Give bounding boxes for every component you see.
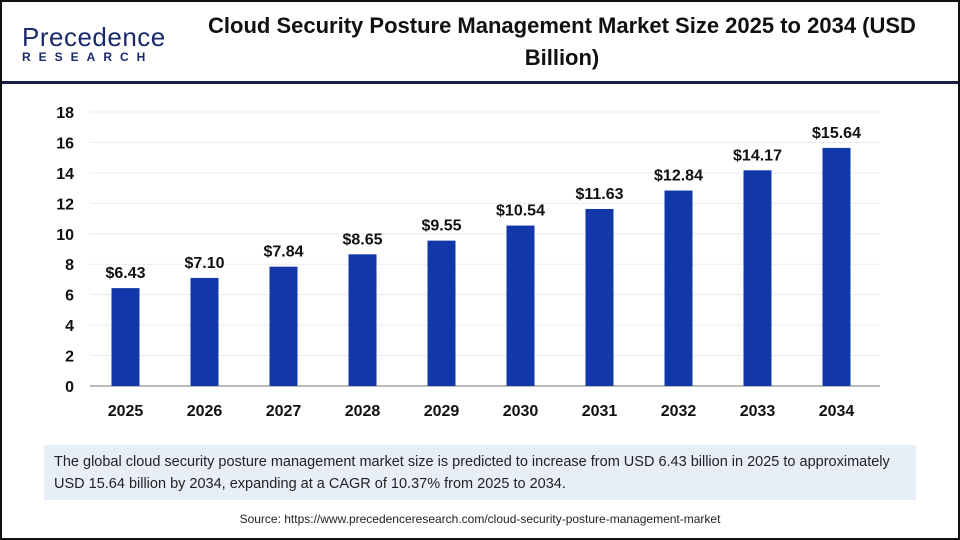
data-label-2034: $15.64 [812,125,861,142]
x-tick-label: 2032 [661,403,697,420]
summary-note: The global cloud security posture manage… [44,445,916,500]
y-tick-label: 8 [65,257,74,274]
x-tick-label: 2025 [108,403,144,420]
data-label-2032: $12.84 [654,168,703,185]
x-tick-label: 2031 [582,403,618,420]
precedence-research-logo: Precedence RESEARCH [18,22,165,64]
bar-2033 [743,170,772,386]
bar-2031 [585,208,614,386]
data-label-2033: $14.17 [733,147,782,164]
y-tick-label: 18 [56,105,74,122]
x-tick-label: 2029 [424,403,460,420]
data-label-2025: $6.43 [105,265,145,282]
y-tick-label: 6 [65,288,74,305]
bar-2025 [111,288,140,386]
logo-line1: Precedence [22,22,166,52]
y-tick-label: 10 [56,227,74,244]
bar-2026 [190,277,219,386]
bar-2027 [269,266,298,386]
data-label-2026: $7.10 [184,255,224,272]
x-tick-label: 2034 [819,403,855,420]
bar-2030 [506,225,535,386]
chart-title: Cloud Security Posture Management Market… [208,13,916,70]
logo-line2: RESEARCH [22,50,154,64]
y-tick-label: 16 [56,135,74,152]
data-label-2029: $9.55 [421,218,461,235]
data-label-2027: $7.84 [263,244,303,261]
data-label-2031: $11.63 [575,186,623,203]
source-text: Source: https://www.precedenceresearch.c… [239,512,721,526]
bar-2029 [427,240,456,386]
y-tick-label: 14 [56,166,74,183]
bar-2028 [348,254,377,386]
y-tick-label: 12 [56,196,74,213]
bar-2032 [664,190,693,386]
y-tick-label: 2 [65,349,74,366]
y-tick-label: 4 [65,318,74,335]
header-divider [2,81,958,84]
data-label-2030: $10.54 [496,203,545,220]
x-tick-label: 2027 [266,403,302,420]
data-label-2028: $8.65 [342,231,382,248]
summary-text: The global cloud security posture manage… [54,454,890,492]
x-tick-label: 2028 [345,403,381,420]
bar-2034 [822,147,851,386]
y-tick-label: 0 [65,379,74,396]
x-tick-label: 2030 [503,403,539,420]
x-tick-label: 2026 [187,403,223,420]
bar-chart: 0 2 4 6 8 10 12 14 16 18 $6.43 2025 $7.10 2026 $7.84 20… [56,105,880,420]
x-tick-label: 2033 [740,403,776,420]
